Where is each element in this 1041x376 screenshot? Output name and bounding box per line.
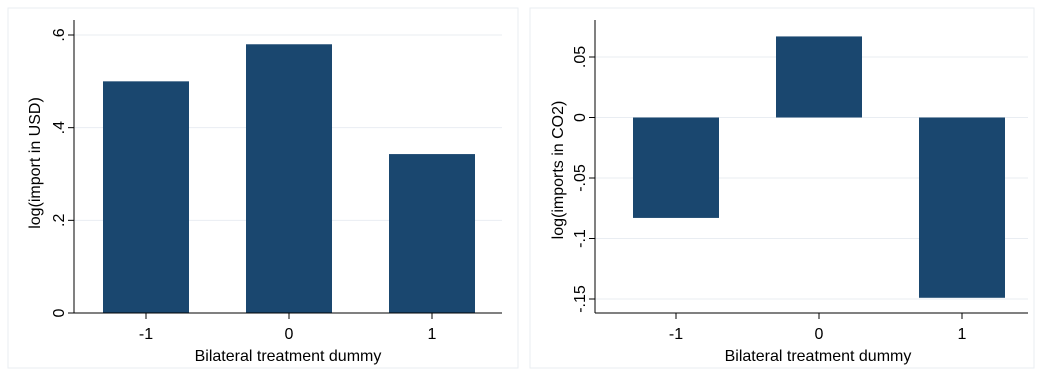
chart-frame xyxy=(7,7,519,369)
x-tick-label: 1 xyxy=(958,326,967,343)
chart-frame xyxy=(529,7,1035,369)
x-axis-title: Bilateral treatment dummy xyxy=(195,348,382,365)
x-tick-label: -1 xyxy=(139,326,153,343)
bar-0 xyxy=(246,44,332,314)
bar-1 xyxy=(389,154,475,313)
y-axis-title: log(import in USD) xyxy=(27,97,44,229)
x-tick-label: 0 xyxy=(815,326,824,343)
y-tick-label: -.15 xyxy=(572,285,589,313)
y-tick-label: -.05 xyxy=(572,164,589,192)
x-axis-title: Bilateral treatment dummy xyxy=(725,348,912,365)
x-tick-label: 0 xyxy=(285,326,294,343)
x-tick-label: -1 xyxy=(669,326,683,343)
bar-0 xyxy=(776,36,862,118)
bar--1 xyxy=(633,117,719,218)
y-tick-label: .05 xyxy=(572,46,589,68)
y-tick-label: 0 xyxy=(51,308,68,317)
bar-1 xyxy=(919,117,1005,298)
left-chart-panel: 0 .2 .4 .6 -1 0 1 Bilateral treatment dummy log(… xyxy=(7,7,519,369)
bar--1 xyxy=(103,81,189,313)
x-tick-label: 1 xyxy=(428,326,437,343)
y-tick-label: .4 xyxy=(51,121,68,134)
y-axis-title: log(imports in CO2) xyxy=(550,101,567,240)
y-tick-label: 0 xyxy=(572,113,589,122)
y-tick-label: .2 xyxy=(51,214,68,227)
right-chart-panel: -.15 -.1 -.05 0 .05 -1 0 1 Bilateral treatment d… xyxy=(529,7,1035,369)
y-tick-label: .6 xyxy=(51,28,68,41)
y-tick-label: -.1 xyxy=(572,229,589,248)
